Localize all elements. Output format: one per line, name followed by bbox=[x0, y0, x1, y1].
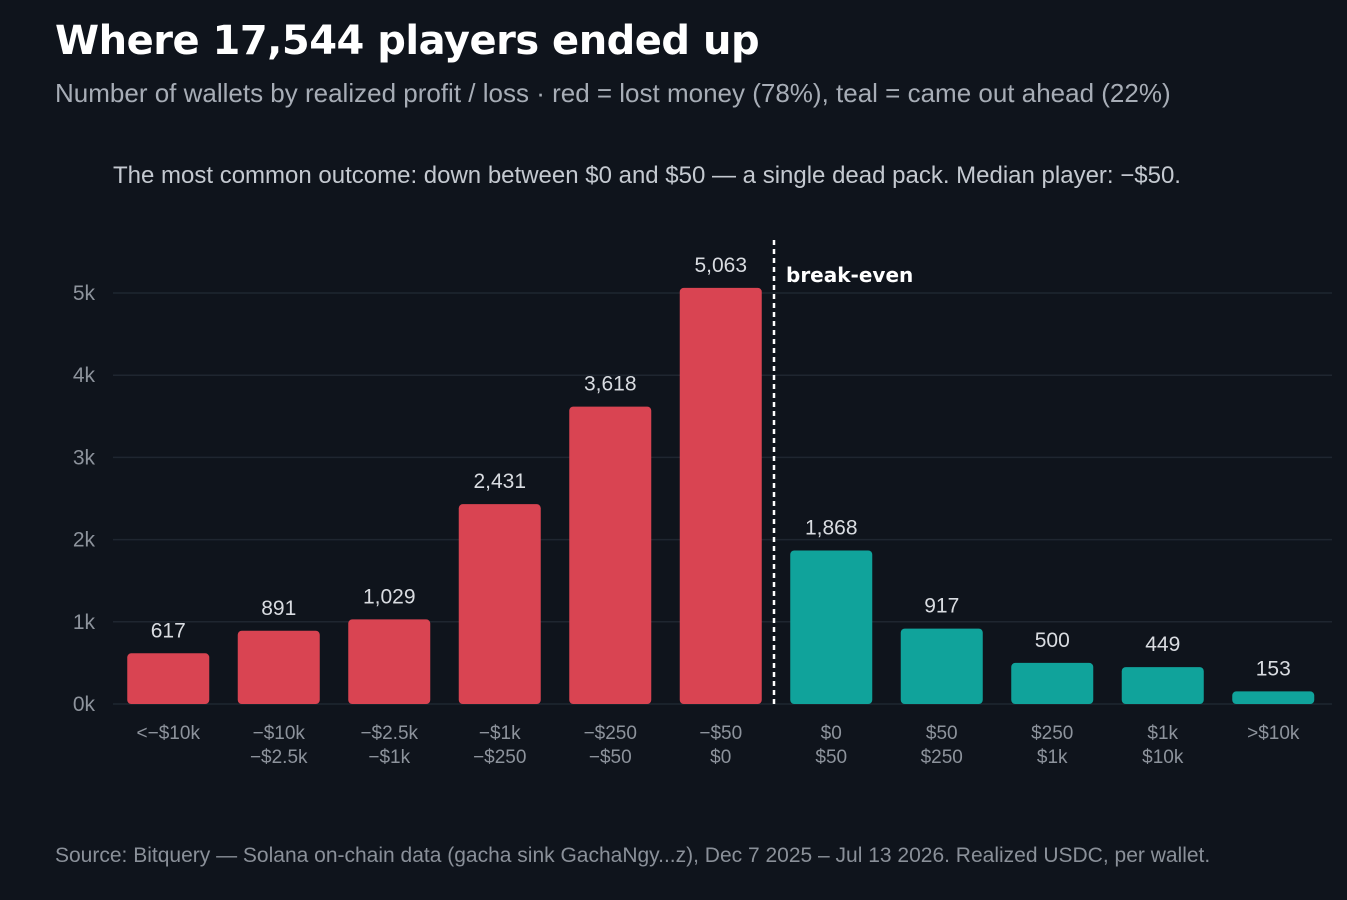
x-axis-categories: <−$10k −$10k −$2.5k −$2.5k −$1k −$1k −$250 −$25… bbox=[137, 723, 1300, 768]
gain-bar bbox=[1121, 667, 1204, 704]
bar-value-label: 917 bbox=[924, 595, 959, 618]
loss-bar bbox=[458, 504, 541, 704]
bar-value-label: 153 bbox=[1256, 657, 1291, 680]
bar-value-label: 1,868 bbox=[805, 516, 858, 539]
x-category-label: −$1k bbox=[368, 747, 410, 768]
x-category-label: −$250 bbox=[473, 747, 526, 768]
chart-title: Where 17,544 players ended up bbox=[55, 18, 760, 64]
gain-bar bbox=[900, 628, 983, 704]
x-category-label: −$250 bbox=[584, 723, 637, 744]
bar-value-label: 617 bbox=[151, 619, 186, 642]
x-category-label: $1k bbox=[1147, 723, 1178, 744]
y-tick-label: 1k bbox=[73, 611, 96, 634]
x-category-label: $1k bbox=[1037, 747, 1068, 768]
break-even-label: break-even bbox=[786, 263, 913, 287]
loss-bar bbox=[127, 653, 210, 704]
x-category-label: −$2.5k bbox=[250, 747, 308, 768]
x-category-label: −$50 bbox=[589, 747, 632, 768]
source-note: Source: Bitquery — Solana on-chain data … bbox=[55, 844, 1211, 867]
x-category-label: −$50 bbox=[699, 723, 742, 744]
x-category-label: $0 bbox=[821, 723, 842, 744]
bar-value-label: 891 bbox=[261, 597, 296, 620]
x-category-label: >$10k bbox=[1247, 723, 1300, 744]
y-tick-label: 4k bbox=[73, 364, 96, 387]
bar-value-label: 1,029 bbox=[363, 585, 416, 608]
value-labels: 617 891 1,029 2,431 3,618 5,063 1,868 917 500 449… bbox=[151, 254, 1291, 681]
y-axis-ticks: 0k 1k 2k 3k 4k 5k bbox=[73, 282, 96, 716]
gain-bar bbox=[1232, 691, 1315, 704]
loss-bar bbox=[348, 619, 431, 704]
x-category-label: −$1k bbox=[479, 723, 521, 744]
break-even-marker: break-even bbox=[772, 240, 913, 704]
bar-value-label: 5,063 bbox=[694, 254, 747, 277]
gain-bar bbox=[790, 550, 873, 704]
x-category-label: −$2.5k bbox=[360, 723, 418, 744]
y-tick-label: 5k bbox=[73, 282, 96, 305]
x-category-label: $0 bbox=[710, 747, 731, 768]
bar-value-label: 3,618 bbox=[584, 373, 637, 396]
x-category-label: $250 bbox=[921, 747, 963, 768]
y-tick-label: 2k bbox=[73, 529, 96, 552]
x-category-label: −$10k bbox=[253, 723, 306, 744]
loss-bar bbox=[679, 287, 762, 704]
x-category-label: $50 bbox=[815, 747, 847, 768]
chart-annotation: The most common outcome: down between $0… bbox=[113, 162, 1181, 189]
x-category-label: <−$10k bbox=[137, 723, 201, 744]
loss-bar bbox=[569, 406, 652, 704]
bar-value-label: 449 bbox=[1145, 633, 1180, 656]
y-tick-label: 3k bbox=[73, 446, 96, 469]
bar-value-label: 2,431 bbox=[473, 470, 526, 493]
chart-subtitle: Number of wallets by realized profit / l… bbox=[55, 78, 1171, 108]
x-category-label: $10k bbox=[1142, 747, 1184, 768]
bars bbox=[127, 287, 1315, 704]
x-category-label: $50 bbox=[926, 723, 958, 744]
y-tick-label: 0k bbox=[73, 693, 96, 716]
loss-bar bbox=[237, 630, 320, 704]
x-category-label: $250 bbox=[1031, 723, 1073, 744]
bar-value-label: 500 bbox=[1035, 629, 1070, 652]
gain-bar bbox=[1011, 662, 1094, 704]
